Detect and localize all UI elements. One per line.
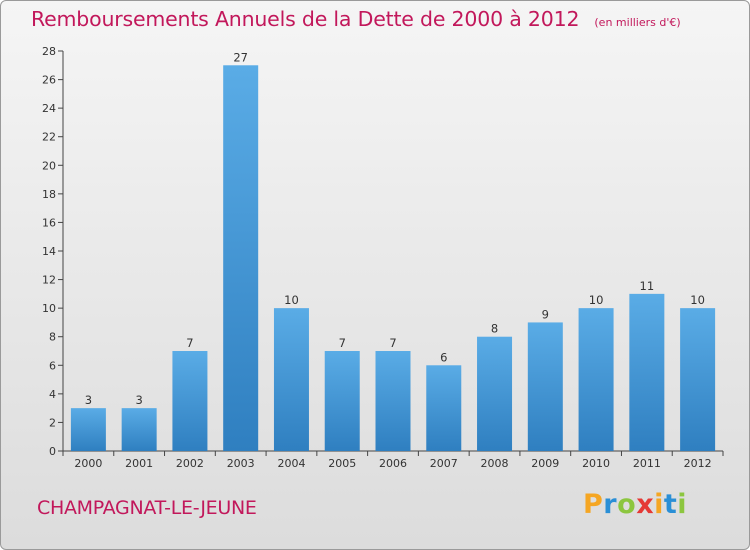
bar-2001 bbox=[121, 408, 157, 451]
logo-letter: P bbox=[583, 489, 604, 520]
bars bbox=[70, 65, 716, 452]
data-label-2000: 3 bbox=[85, 393, 92, 407]
proxiti-logo[interactable]: Proxiti bbox=[583, 489, 687, 520]
y-tick-label: 28 bbox=[42, 45, 56, 58]
data-label-2001: 3 bbox=[135, 393, 142, 407]
bar-2012 bbox=[680, 308, 716, 451]
x-tick-label: 2006 bbox=[379, 457, 407, 470]
data-label-2011: 11 bbox=[640, 279, 655, 293]
chart-subtitle: (en milliers d'€) bbox=[594, 16, 681, 29]
x-tick-label: 2004 bbox=[277, 457, 305, 470]
logo-letter: r bbox=[603, 489, 618, 520]
y-tick-label: 4 bbox=[49, 388, 56, 401]
bar-2011 bbox=[629, 293, 665, 451]
bar-2009 bbox=[527, 322, 563, 451]
y-tick-label: 16 bbox=[42, 216, 56, 229]
logo-letter: x bbox=[636, 489, 655, 520]
data-label-2007: 6 bbox=[440, 350, 447, 364]
y-tick-label: 0 bbox=[49, 445, 56, 458]
data-labels: 3 3 7 27 10 7 7 6 8 9 10 11 10 bbox=[85, 50, 705, 407]
data-label-2012: 10 bbox=[690, 293, 705, 307]
x-tick-label: 2000 bbox=[74, 457, 102, 470]
x-tick-label: 2003 bbox=[227, 457, 255, 470]
y-tick-label: 14 bbox=[42, 245, 56, 258]
x-tick-label: 2009 bbox=[531, 457, 559, 470]
chart-title: Remboursements Annuels de la Dette de 20… bbox=[31, 7, 580, 31]
bar-2010 bbox=[578, 308, 614, 451]
bar-2006 bbox=[375, 351, 411, 451]
x-tick-label: 2005 bbox=[328, 457, 356, 470]
data-label-2008: 8 bbox=[491, 322, 498, 336]
data-label-2004: 10 bbox=[284, 293, 299, 307]
y-tick-label: 6 bbox=[49, 359, 56, 372]
y-tick-label: 18 bbox=[42, 188, 56, 201]
y-tick-label: 26 bbox=[42, 74, 56, 87]
x-tick-label: 2008 bbox=[481, 457, 509, 470]
commune-name: CHAMPAGNAT-LE-JEUNE bbox=[37, 497, 257, 519]
data-label-2002: 7 bbox=[186, 336, 193, 350]
y-tick-label: 22 bbox=[42, 131, 56, 144]
data-label-2006: 7 bbox=[389, 336, 396, 350]
y-tick-label: 2 bbox=[49, 416, 56, 429]
logo-letter: i bbox=[677, 489, 688, 520]
bar-2004 bbox=[273, 308, 309, 451]
logo-letter: o bbox=[617, 489, 637, 520]
x-tick-label: 2002 bbox=[176, 457, 204, 470]
x-tick-label: 2007 bbox=[430, 457, 458, 470]
logo-letter: t bbox=[663, 489, 678, 520]
bar-2007 bbox=[426, 365, 462, 451]
x-tick-label: 2011 bbox=[633, 457, 661, 470]
bar-2003 bbox=[223, 65, 259, 452]
y-tick-label: 20 bbox=[42, 159, 56, 172]
x-tick-label: 2012 bbox=[684, 457, 712, 470]
bar-2005 bbox=[324, 351, 360, 451]
data-label-2003: 27 bbox=[233, 50, 248, 64]
y-tick-label: 10 bbox=[42, 302, 56, 315]
data-label-2010: 10 bbox=[589, 293, 604, 307]
x-tick-label: 2001 bbox=[125, 457, 153, 470]
x-axis: 2000 2001 2002 2003 2004 2005 2006 2007 2008 2009… bbox=[62, 450, 724, 470]
y-tick-label: 24 bbox=[42, 102, 56, 115]
title-line: Remboursements Annuels de la Dette de 20… bbox=[31, 7, 681, 31]
logo-letter: i bbox=[654, 489, 664, 520]
bar-2000 bbox=[70, 408, 106, 451]
bar-2002 bbox=[172, 351, 208, 451]
y-tick-label: 12 bbox=[42, 274, 56, 287]
y-tick-label: 8 bbox=[49, 331, 56, 344]
bar-2008 bbox=[477, 336, 513, 451]
x-tick-label: 2010 bbox=[582, 457, 610, 470]
data-label-2009: 9 bbox=[542, 307, 549, 321]
data-label-2005: 7 bbox=[339, 336, 346, 350]
